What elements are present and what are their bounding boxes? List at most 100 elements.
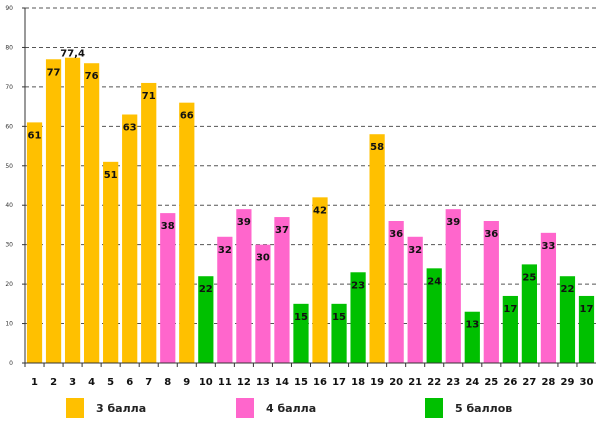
data-label: 36	[389, 229, 403, 240]
bar	[369, 134, 385, 363]
x-tick-label: 5	[107, 377, 114, 388]
data-label: 15	[332, 312, 346, 323]
y-tick-label: 70	[5, 84, 13, 91]
data-label: 25	[522, 272, 536, 283]
x-tick-label: 15	[294, 377, 308, 388]
x-tick-label: 7	[145, 377, 152, 388]
x-tick-label: 11	[218, 377, 232, 388]
x-tick-label: 13	[256, 377, 270, 388]
x-tick-label: 4	[88, 377, 95, 388]
bar-chart: 010203040506070809061177277,437645156367…	[5, 5, 596, 388]
legend-label: 5 баллов	[455, 401, 513, 415]
data-label: 42	[313, 205, 327, 216]
data-label: 58	[370, 142, 384, 153]
x-tick-label: 29	[560, 377, 574, 388]
x-tick-label: 8	[164, 377, 171, 388]
x-tick-label: 3	[69, 377, 76, 388]
bar	[255, 244, 271, 363]
bar	[26, 122, 43, 363]
x-tick-label: 14	[275, 377, 289, 388]
data-label: 37	[275, 225, 289, 236]
data-label: 71	[142, 91, 156, 102]
legend-swatch-pink	[236, 398, 254, 418]
x-tick-label: 21	[408, 377, 422, 388]
data-label: 77	[47, 67, 61, 78]
y-tick-label: 30	[5, 242, 13, 249]
legend-item-3: 3 балла	[66, 398, 146, 418]
data-label: 61	[28, 130, 42, 141]
bar	[540, 232, 557, 363]
legend-swatch-orange	[66, 398, 84, 418]
legend-label: 3 балла	[96, 401, 147, 415]
bar	[274, 217, 290, 363]
y-tick-label: 0	[9, 360, 13, 367]
x-tick-label: 22	[427, 377, 441, 388]
x-tick-label: 6	[126, 377, 133, 388]
data-label: 15	[294, 312, 308, 323]
data-label: 66	[180, 111, 194, 122]
bar	[179, 102, 195, 364]
data-label: 22	[560, 284, 574, 295]
bar	[160, 213, 176, 363]
data-label: 77,4	[60, 49, 85, 60]
x-tick-label: 28	[541, 377, 555, 388]
x-tick-label: 17	[332, 377, 346, 388]
y-tick-label: 40	[5, 202, 13, 209]
x-tick-label: 2	[50, 377, 57, 388]
y-tick-label: 50	[5, 163, 13, 170]
bar	[407, 236, 423, 363]
data-label: 32	[408, 245, 422, 256]
bar	[426, 268, 442, 363]
data-label: 30	[256, 253, 270, 264]
data-label: 32	[218, 245, 232, 256]
bar	[445, 209, 461, 363]
x-tick-label: 27	[522, 377, 536, 388]
x-tick-label: 16	[313, 377, 327, 388]
bar	[388, 221, 404, 363]
bar	[122, 114, 138, 363]
bar	[559, 276, 576, 363]
data-label: 13	[465, 320, 479, 331]
bar	[483, 221, 499, 363]
bar	[464, 311, 480, 363]
data-label: 39	[237, 217, 251, 228]
bar	[350, 272, 366, 363]
bar	[521, 264, 537, 363]
legend-swatch-green	[425, 398, 443, 418]
data-label: 22	[199, 284, 213, 295]
y-tick-label: 20	[5, 281, 13, 288]
y-tick-label: 60	[5, 123, 13, 130]
data-label: 33	[541, 241, 555, 252]
x-tick-label: 25	[484, 377, 498, 388]
x-tick-label: 12	[237, 377, 251, 388]
legend-item-5: 5 баллов	[425, 398, 512, 418]
bar	[578, 295, 595, 363]
x-tick-label: 18	[351, 377, 365, 388]
x-tick-label: 24	[465, 377, 479, 388]
bar	[64, 57, 81, 363]
data-label: 17	[503, 304, 517, 315]
data-label: 38	[161, 221, 175, 232]
bar	[331, 303, 347, 363]
data-label: 17	[580, 304, 594, 315]
data-label: 24	[427, 276, 441, 287]
x-tick-label: 10	[199, 377, 213, 388]
legend-item-4: 4 балла	[236, 398, 316, 418]
bar	[217, 236, 233, 363]
bar	[293, 303, 309, 363]
x-tick-label: 20	[389, 377, 403, 388]
data-label: 39	[446, 217, 460, 228]
y-tick-label: 90	[5, 5, 13, 12]
legend-label: 4 балла	[266, 401, 317, 415]
data-label: 76	[85, 71, 99, 82]
bar	[198, 276, 214, 363]
x-tick-label: 19	[370, 377, 384, 388]
bar	[84, 63, 100, 363]
y-tick-label: 10	[5, 321, 13, 328]
bar	[236, 209, 252, 363]
data-label: 63	[123, 123, 137, 134]
data-label: 51	[104, 170, 118, 181]
x-tick-label: 30	[580, 377, 594, 388]
y-tick-label: 80	[5, 44, 13, 51]
bar	[103, 161, 119, 363]
